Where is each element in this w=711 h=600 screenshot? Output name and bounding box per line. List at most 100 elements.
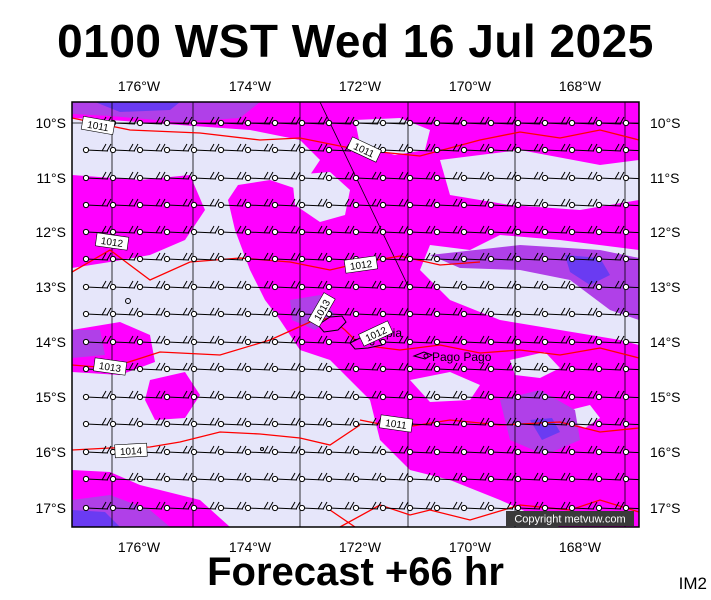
wind-barb <box>217 362 247 373</box>
wind-barb <box>136 116 166 127</box>
wind-barb <box>136 501 166 512</box>
longitude-label: 172°W <box>339 78 382 94</box>
wind-barb <box>217 198 247 209</box>
wind-barb <box>271 225 301 236</box>
isobar-label: 1012 <box>100 236 124 250</box>
wind-barb <box>298 335 328 346</box>
wind-barb <box>433 417 463 428</box>
wind-barb <box>298 171 328 182</box>
wind-barb <box>622 504 639 512</box>
wind-barb <box>379 198 409 209</box>
wind-barb <box>217 417 247 428</box>
wind-barb <box>379 116 409 127</box>
wind-barb <box>217 501 247 512</box>
wind-barb <box>352 171 382 182</box>
wind-barb <box>622 338 639 346</box>
wind-barb <box>487 171 517 182</box>
wind-barb <box>271 362 301 373</box>
wind-barb <box>622 146 639 154</box>
wind-barb <box>595 143 625 154</box>
wind-barb <box>622 475 639 483</box>
wind-barb <box>568 225 598 236</box>
wind-barb <box>325 362 355 373</box>
wind-barb <box>271 280 301 291</box>
wind-barb <box>487 143 517 154</box>
wind-barb <box>271 252 301 263</box>
wind-barb <box>244 307 274 318</box>
wind-barb <box>406 390 436 401</box>
wind-barb <box>379 225 409 236</box>
wind-barb <box>82 417 112 428</box>
wind-barb <box>568 445 598 456</box>
wind-barb <box>136 198 166 209</box>
wind-barb <box>460 171 490 182</box>
wind-barb <box>514 362 544 373</box>
wind-barb <box>163 335 193 346</box>
wind-barb <box>406 143 436 154</box>
wind-barb <box>514 335 544 346</box>
wind-barb <box>514 390 544 401</box>
wind-barb <box>325 116 355 127</box>
wind-barb <box>595 472 625 483</box>
wind-barb <box>379 501 409 512</box>
wind-barb <box>190 307 220 318</box>
wind-barb <box>271 307 301 318</box>
wind-barb <box>244 252 274 263</box>
wind-barb <box>487 390 517 401</box>
wind-barb <box>109 417 139 428</box>
wind-barb <box>595 417 625 428</box>
wind-barb <box>622 201 639 209</box>
wind-barb <box>379 362 409 373</box>
wind-barb <box>460 472 490 483</box>
wind-barb <box>460 501 490 512</box>
wind-barb <box>406 307 436 318</box>
wind-barb <box>190 280 220 291</box>
longitude-label: 168°W <box>559 539 602 555</box>
wind-barb <box>460 390 490 401</box>
wind-barb <box>163 390 193 401</box>
wind-barb <box>433 390 463 401</box>
wind-barb <box>595 198 625 209</box>
wind-barb <box>541 280 571 291</box>
wind-barb <box>487 252 517 263</box>
isobar-label: 1011 <box>86 120 110 135</box>
isobar-label: 1012 <box>349 259 373 273</box>
wind-barb <box>163 198 193 209</box>
wind-barb <box>406 501 436 512</box>
wind-barb <box>325 390 355 401</box>
wind-barb <box>217 335 247 346</box>
wind-barb <box>325 335 355 346</box>
wind-barb <box>298 501 328 512</box>
wind-barb <box>352 198 382 209</box>
wind-barb <box>595 445 625 456</box>
wind-barb <box>622 448 639 456</box>
wind-barbs <box>82 116 639 512</box>
latitude-label: 14°S <box>650 334 681 350</box>
wind-barb <box>271 198 301 209</box>
wind-barb <box>433 362 463 373</box>
copyright-box <box>506 511 634 526</box>
wind-barb <box>136 143 166 154</box>
wind-barb <box>136 472 166 483</box>
wind-barb <box>244 362 274 373</box>
latitude-label: 17°S <box>35 500 66 516</box>
wind-barb <box>163 472 193 483</box>
wind-barb <box>109 252 139 263</box>
wind-barb <box>136 362 166 373</box>
wind-barb <box>82 390 112 401</box>
wind-barb <box>568 472 598 483</box>
wind-barb <box>136 280 166 291</box>
wind-barb <box>487 198 517 209</box>
longitude-label: 172°W <box>339 539 382 555</box>
wind-barb <box>460 280 490 291</box>
wind-barb <box>541 417 571 428</box>
wind-barb <box>109 198 139 209</box>
wind-barb <box>622 283 639 291</box>
wind-barb <box>541 362 571 373</box>
wind-barb <box>163 280 193 291</box>
wind-barb <box>406 445 436 456</box>
wind-barb <box>379 445 409 456</box>
wind-barb <box>541 225 571 236</box>
wind-barb <box>82 252 112 263</box>
wind-barb <box>541 501 571 512</box>
